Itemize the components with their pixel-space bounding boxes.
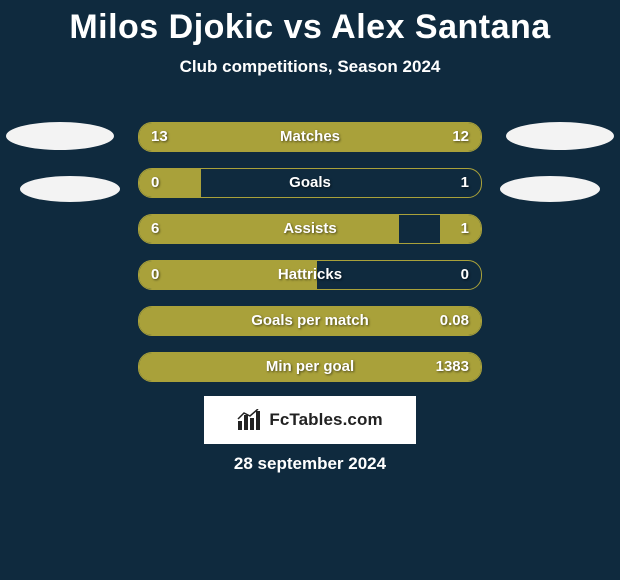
avatar-oval [6, 122, 114, 150]
stat-label: Matches [139, 123, 481, 152]
stat-value-right: 0 [461, 261, 469, 290]
stat-row: Goals per match0.08 [138, 306, 482, 336]
stat-row: Min per goal1383 [138, 352, 482, 382]
stat-row: 13Matches12 [138, 122, 482, 152]
player1-name: Milos Djokic [69, 8, 273, 46]
avatar-oval [20, 176, 120, 202]
badge-text: FcTables.com [269, 410, 382, 430]
stat-label: Goals [139, 169, 481, 198]
stat-label: Hattricks [139, 261, 481, 290]
comparison-card: Milos Djokic vs Alex Santana Club compet… [0, 0, 620, 580]
subtitle: Club competitions, Season 2024 [0, 57, 620, 77]
stat-row: 0Goals1 [138, 168, 482, 198]
avatar-oval [506, 122, 614, 150]
stats-block: 13Matches120Goals16Assists10Hattricks0Go… [138, 122, 482, 398]
vs-label: vs [284, 8, 323, 46]
stat-label: Goals per match [139, 307, 481, 336]
stat-value-right: 12 [452, 123, 469, 152]
source-badge: FcTables.com [204, 396, 416, 444]
date-label: 28 september 2024 [0, 454, 620, 474]
player2-name: Alex Santana [331, 8, 551, 46]
page-title: Milos Djokic vs Alex Santana [0, 0, 620, 47]
stat-value-right: 0.08 [440, 307, 469, 336]
stat-label: Assists [139, 215, 481, 244]
stat-label: Min per goal [139, 353, 481, 382]
barchart-icon [237, 409, 263, 431]
stat-value-right: 1 [461, 215, 469, 244]
stat-row: 0Hattricks0 [138, 260, 482, 290]
stat-value-right: 1 [461, 169, 469, 198]
stat-value-right: 1383 [436, 353, 469, 382]
avatar-oval [500, 176, 600, 202]
stat-row: 6Assists1 [138, 214, 482, 244]
